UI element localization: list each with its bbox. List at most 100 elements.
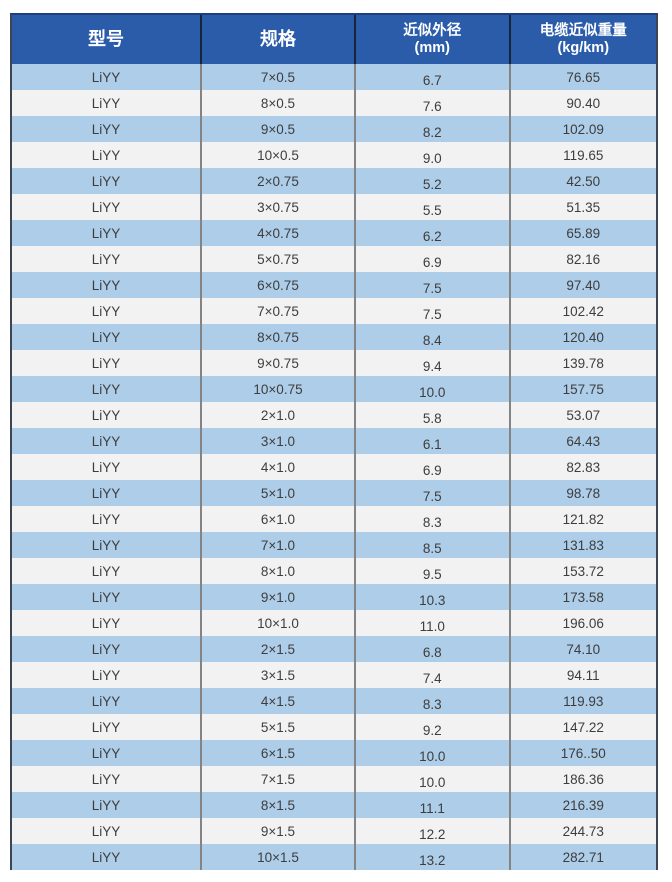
cell-spec: 8×0.75 (200, 324, 354, 350)
cell-model: LiYY (12, 376, 201, 402)
cell-weight: 97.40 (508, 272, 656, 298)
table-row: LiYY 7×1.0 8.5 131.83 (12, 532, 656, 558)
cell-outer-diameter: 9.0 (353, 142, 509, 168)
table-row: LiYY 4×1.5 8.3 119.93 (12, 688, 656, 714)
cell-model: LiYY (12, 636, 201, 662)
table-row: LiYY 5×0.75 6.9 82.16 (12, 246, 656, 272)
cell-weight: 147.22 (508, 714, 656, 740)
cell-outer-diameter: 8.4 (353, 324, 509, 350)
cell-spec: 10×1.5 (200, 844, 354, 870)
table-row: LiYY 5×1.5 9.2 147.22 (12, 714, 656, 740)
col-header-spec: 规格 (200, 15, 354, 64)
cell-spec: 4×0.75 (200, 220, 354, 246)
cell-weight: 216.39 (508, 792, 656, 818)
cell-spec: 4×1.5 (200, 688, 354, 714)
table-row: LiYY 2×0.75 5.2 42.50 (12, 168, 656, 194)
cell-model: LiYY (12, 454, 201, 480)
cell-model: LiYY (12, 90, 201, 116)
col-header-outer-diameter: 近似外径 (mm) (353, 15, 509, 64)
cell-spec: 2×1.5 (200, 636, 354, 662)
cell-model: LiYY (12, 402, 201, 428)
table-row: LiYY 7×0.5 6.7 76.65 (12, 64, 656, 90)
cell-spec: 5×0.75 (200, 246, 354, 272)
table-row: LiYY 6×1.0 8.3 121.82 (12, 506, 656, 532)
cell-outer-diameter: 7.4 (353, 662, 509, 688)
table-row: LiYY 9×1.5 12.2 244.73 (12, 818, 656, 844)
cell-model: LiYY (12, 428, 201, 454)
cell-outer-diameter: 11.1 (353, 792, 509, 818)
col-header-outer-diameter-label: 近似外径 (403, 22, 462, 39)
col-header-model-label: 型号 (88, 29, 125, 49)
cell-spec: 6×1.0 (200, 506, 354, 532)
cell-outer-diameter: 13.2 (353, 844, 509, 870)
table-row: LiYY 10×0.5 9.0 119.65 (12, 142, 656, 168)
cell-model: LiYY (12, 558, 201, 584)
cell-model: LiYY (12, 740, 201, 766)
cell-outer-diameter: 6.7 (353, 64, 509, 90)
cell-outer-diameter: 5.2 (353, 168, 509, 194)
cell-outer-diameter: 9.5 (353, 558, 509, 584)
cell-spec: 3×0.75 (200, 194, 354, 220)
cell-weight: 65.89 (508, 220, 656, 246)
table-row: LiYY 10×0.75 10.0 157.75 (12, 376, 656, 402)
cell-spec: 5×1.0 (200, 480, 354, 506)
cell-outer-diameter: 5.5 (353, 194, 509, 220)
cell-weight: 153.72 (508, 558, 656, 584)
cell-model: LiYY (12, 194, 201, 220)
cell-outer-diameter: 11.0 (353, 610, 509, 636)
cell-spec: 8×1.0 (200, 558, 354, 584)
cell-spec: 10×0.5 (200, 142, 354, 168)
cell-model: LiYY (12, 688, 201, 714)
cell-outer-diameter: 7.5 (353, 272, 509, 298)
cell-weight: 173.58 (508, 584, 656, 610)
cell-model: LiYY (12, 584, 201, 610)
cell-weight: 186.36 (508, 766, 656, 792)
col-header-spec-label: 规格 (260, 29, 296, 49)
table-row: LiYY 4×0.75 6.2 65.89 (12, 220, 656, 246)
table-row: LiYY 7×1.5 10.0 186.36 (12, 766, 656, 792)
cell-spec: 2×1.0 (200, 402, 354, 428)
cell-spec: 3×1.0 (200, 428, 354, 454)
cell-outer-diameter: 6.9 (353, 246, 509, 272)
cell-spec: 8×1.5 (200, 792, 354, 818)
cell-spec: 5×1.5 (200, 714, 354, 740)
col-header-model: 型号 (12, 15, 201, 64)
cell-model: LiYY (12, 766, 201, 792)
cell-model: LiYY (12, 324, 201, 350)
cell-model: LiYY (12, 610, 201, 636)
cell-model: LiYY (12, 168, 201, 194)
cable-spec-table: 型号 规格 近似外径 (mm) 电缆近似重量 (kg/km) LiYY 7×0. (10, 13, 658, 870)
cell-model: LiYY (12, 506, 201, 532)
cell-outer-diameter: 10.0 (353, 740, 509, 766)
table-row: LiYY 8×1.0 9.5 153.72 (12, 558, 656, 584)
cell-outer-diameter: 8.3 (353, 506, 509, 532)
table-row: LiYY 10×1.0 11.0 196.06 (12, 610, 656, 636)
table-header: 型号 规格 近似外径 (mm) 电缆近似重量 (kg/km) (12, 15, 656, 64)
cell-spec: 7×0.75 (200, 298, 354, 324)
cell-weight: 131.83 (508, 532, 656, 558)
cell-outer-diameter: 7.5 (353, 480, 509, 506)
cell-model: LiYY (12, 792, 201, 818)
cell-spec: 7×1.0 (200, 532, 354, 558)
cell-weight: 98.78 (508, 480, 656, 506)
cell-model: LiYY (12, 532, 201, 558)
cell-outer-diameter: 7.5 (353, 298, 509, 324)
table-row: LiYY 2×1.0 5.8 53.07 (12, 402, 656, 428)
table-row: LiYY 7×0.75 7.5 102.42 (12, 298, 656, 324)
cell-outer-diameter: 7.6 (353, 90, 509, 116)
cell-spec: 6×1.5 (200, 740, 354, 766)
cell-spec: 4×1.0 (200, 454, 354, 480)
cell-outer-diameter: 9.2 (353, 714, 509, 740)
cell-model: LiYY (12, 142, 201, 168)
cell-model: LiYY (12, 714, 201, 740)
table-row: LiYY 9×0.75 9.4 139.78 (12, 350, 656, 376)
cell-weight: 53.07 (508, 402, 656, 428)
cell-weight: 119.93 (508, 688, 656, 714)
cell-weight: 176..50 (508, 740, 656, 766)
cell-weight: 121.82 (508, 506, 656, 532)
table-row: LiYY 8×0.75 8.4 120.40 (12, 324, 656, 350)
table-row: LiYY 3×1.0 6.1 64.43 (12, 428, 656, 454)
cell-outer-diameter: 6.9 (353, 454, 509, 480)
table-row: LiYY 2×1.5 6.8 74.10 (12, 636, 656, 662)
cell-model: LiYY (12, 220, 201, 246)
